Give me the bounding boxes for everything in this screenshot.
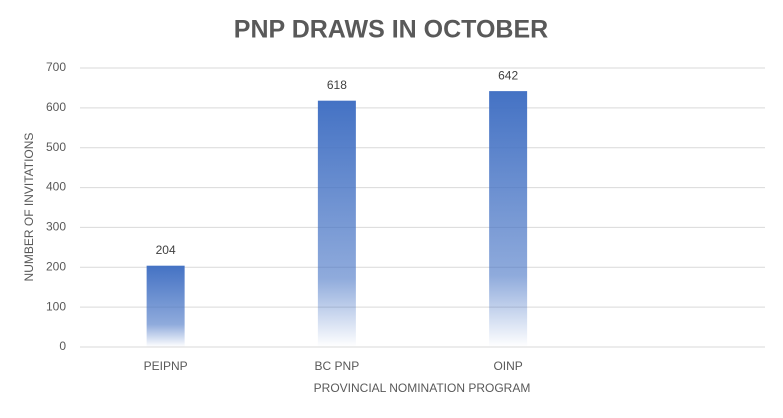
bar [489, 91, 528, 347]
y-tick-label: 100 [46, 299, 66, 313]
y-tick-label: 0 [59, 339, 66, 353]
x-tick-label: BC PNP [315, 359, 360, 373]
x-tick-label: PEIPNP [144, 359, 188, 373]
data-label: 204 [156, 243, 176, 257]
x-tick-label: OINP [493, 359, 522, 373]
y-tick-label: 700 [46, 60, 66, 74]
data-label: 618 [327, 78, 347, 92]
x-axis-label: PROVINCIAL NOMINATION PROGRAM [314, 381, 531, 395]
y-tick-label: 200 [46, 259, 66, 273]
bar [146, 265, 185, 347]
y-axis-label: NUMBER OF INVITATIONS [22, 133, 36, 282]
y-tick-label: 300 [46, 220, 66, 234]
data-label: 642 [498, 68, 518, 82]
y-tick-label: 400 [46, 180, 66, 194]
y-tick-label: 500 [46, 140, 66, 154]
chart-title: PNP DRAWS IN OCTOBER [234, 16, 548, 44]
bar [317, 100, 356, 347]
y-tick-label: 600 [46, 100, 66, 114]
